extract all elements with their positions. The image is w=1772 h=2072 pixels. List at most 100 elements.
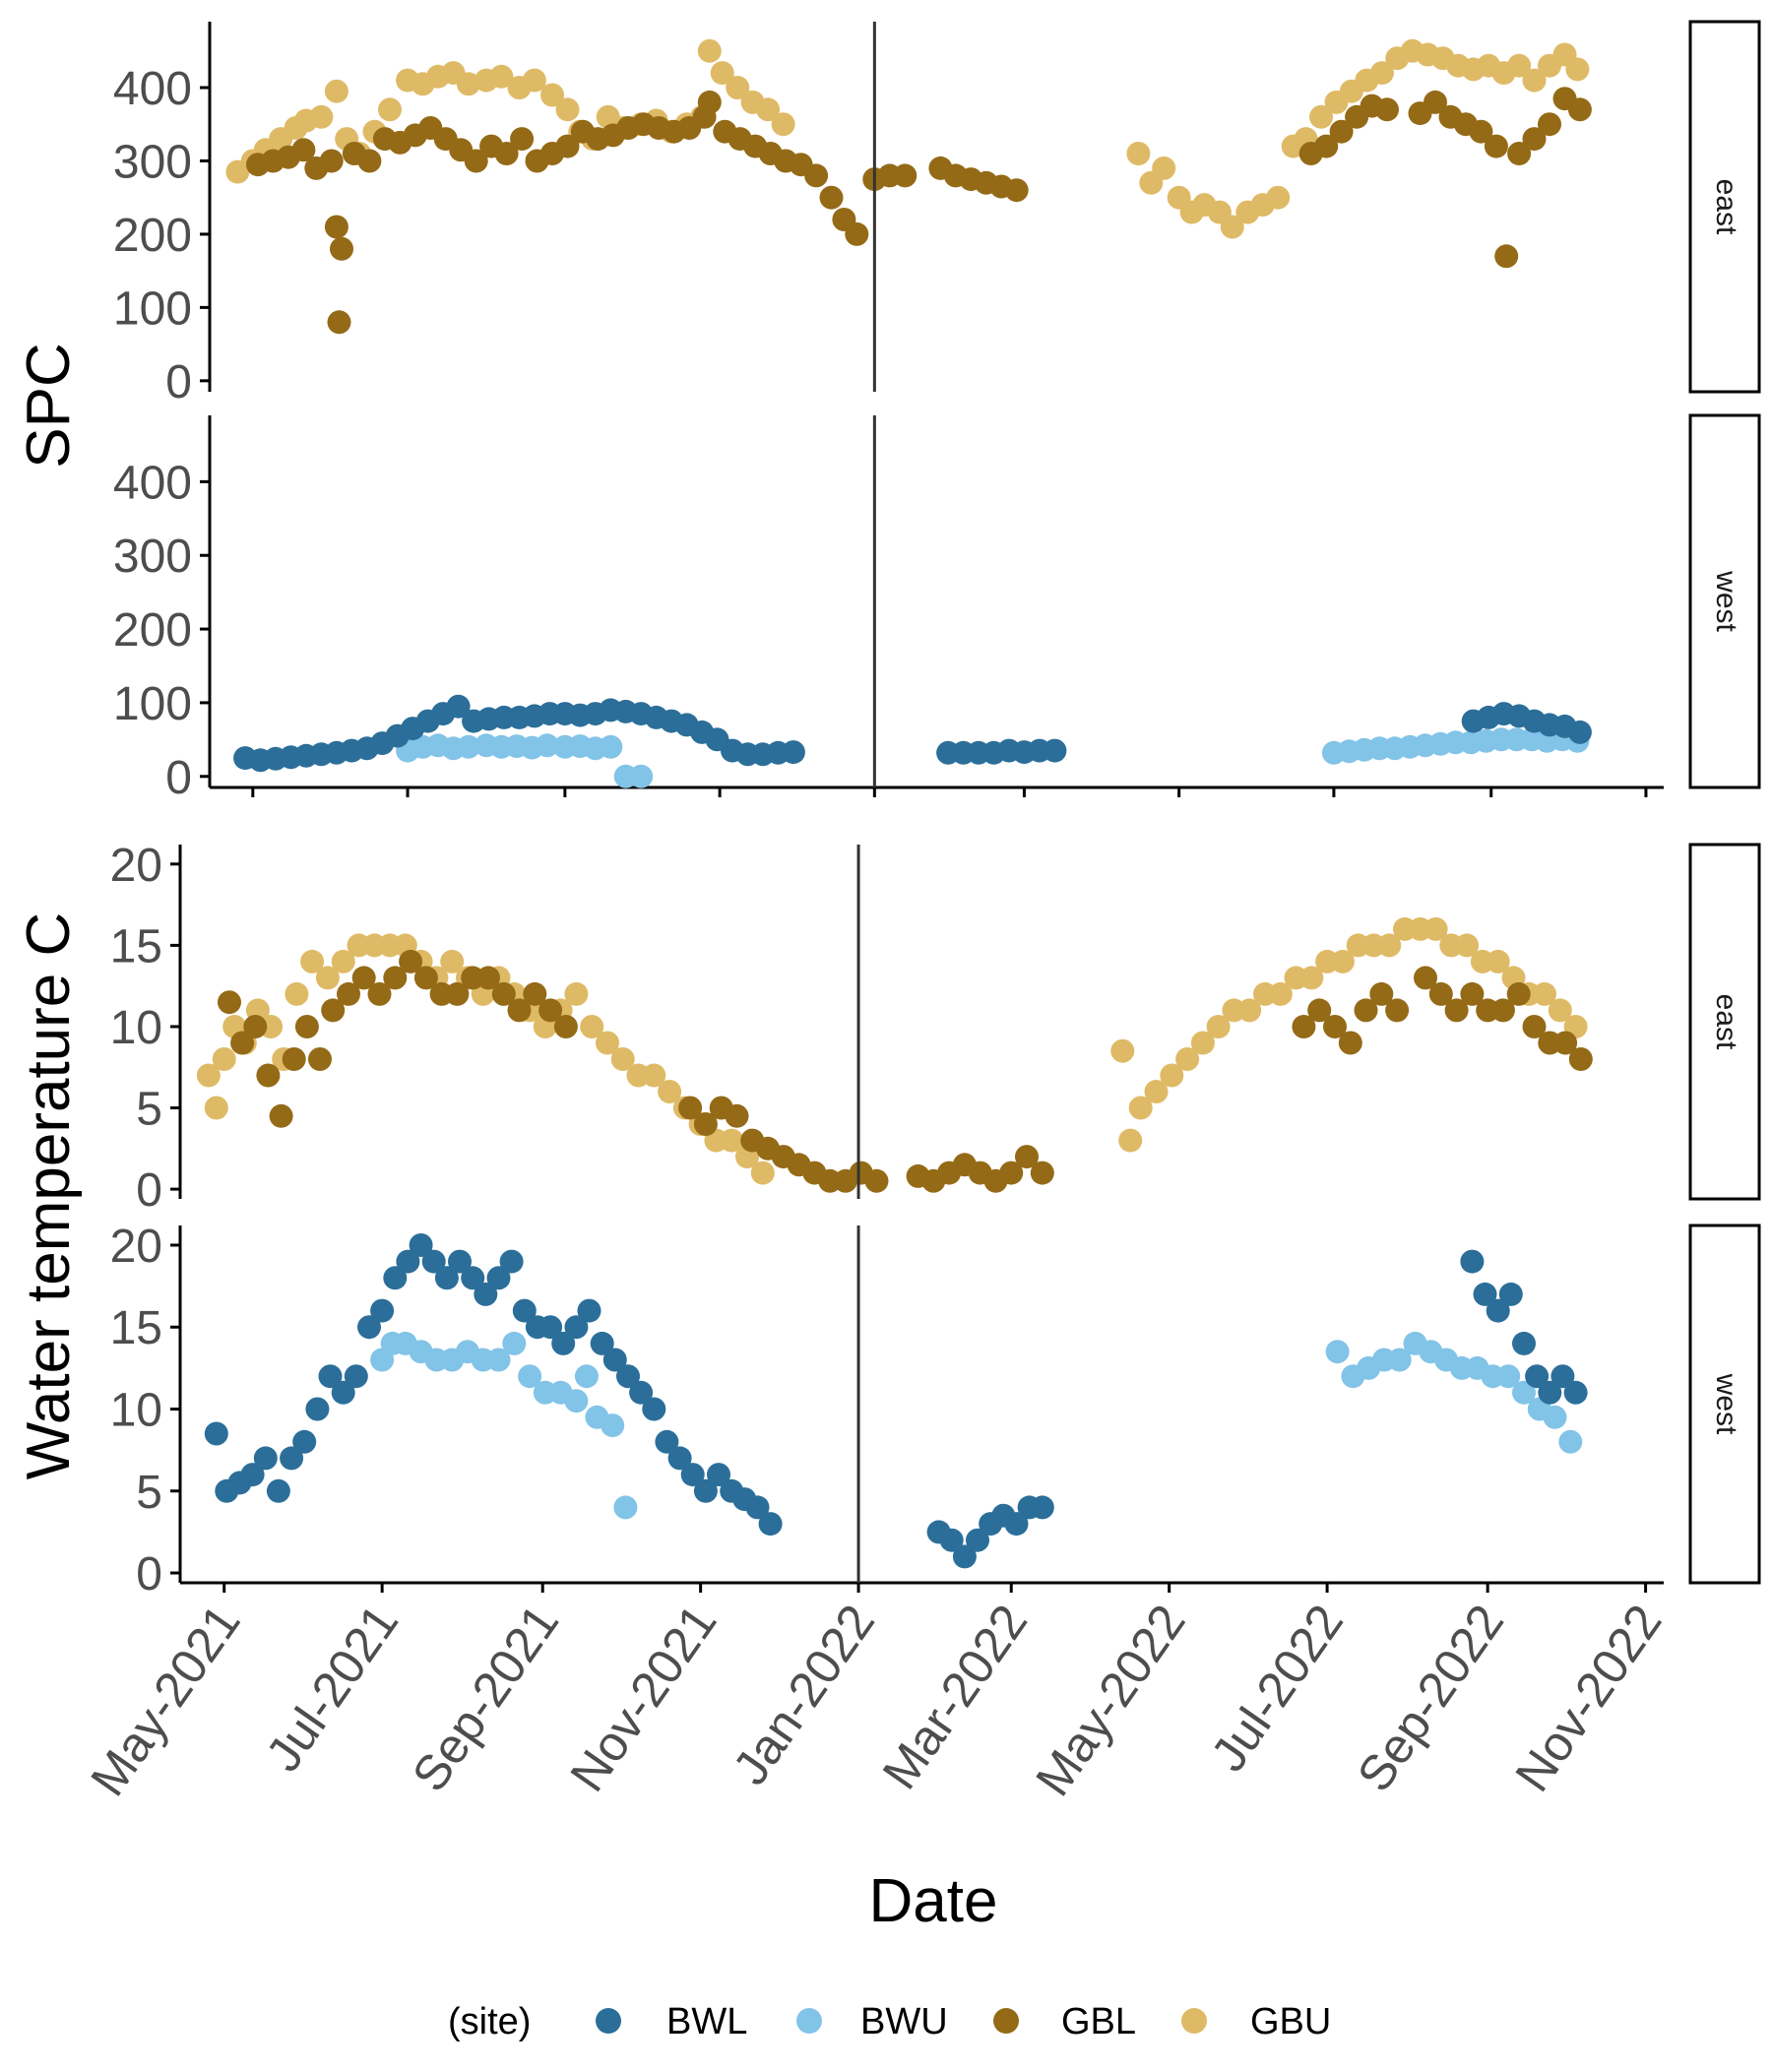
point-bwu (629, 764, 654, 788)
point-gbl (1484, 134, 1508, 158)
point-gbu (1160, 1063, 1184, 1088)
point-bwl (344, 1364, 368, 1389)
series-gbl (246, 87, 1592, 335)
point-bwl (1567, 720, 1592, 744)
point-gbl (1460, 981, 1485, 1006)
point-gbl (413, 966, 438, 990)
point-bwl (1538, 1380, 1562, 1405)
temperature-y-axis-title: Water temperature C (15, 912, 83, 1480)
point-bwu (502, 1331, 527, 1355)
point-gbu (196, 1063, 221, 1088)
point-gbl (476, 966, 500, 990)
point-bwu (1496, 1364, 1521, 1389)
point-bwu (1387, 1348, 1412, 1372)
point-bwl (966, 1528, 989, 1552)
y-tick-label: 0 (136, 1548, 162, 1601)
y-tick-label: 15 (110, 1302, 162, 1354)
point-bwl (1486, 1298, 1510, 1323)
y-tick-label: 10 (110, 1384, 162, 1436)
point-gbl (1568, 1047, 1593, 1071)
spc-y-axis-title: SPC (15, 343, 83, 468)
point-bwl (952, 1544, 977, 1569)
point-bwu (1543, 1405, 1567, 1429)
x-tick-label: Mar-2022 (872, 1595, 1039, 1798)
point-bwl (745, 1495, 770, 1520)
point-bwl (421, 1249, 446, 1274)
point-gbl (1385, 998, 1410, 1023)
point-bwl (642, 1397, 666, 1421)
point-gbu (1128, 1096, 1153, 1120)
point-gbl (218, 990, 241, 1015)
point-bwl (331, 1380, 355, 1405)
point-bwl (1043, 738, 1067, 763)
point-bwl (409, 1233, 433, 1257)
point-gbu (315, 966, 340, 990)
point-bwu (535, 733, 559, 758)
point-gbl (1553, 1031, 1578, 1055)
point-gbl (1307, 998, 1332, 1023)
point-gbl (553, 1015, 578, 1038)
point-bwu (1558, 1429, 1583, 1454)
point-bwl (461, 1266, 485, 1290)
y-tick-label: 5 (136, 1084, 162, 1136)
y-tick-label: 300 (113, 531, 192, 583)
legend-key-gbl (993, 2008, 1019, 2034)
point-gbl (1424, 90, 1447, 114)
legend-label-bwu: BWU (860, 2001, 948, 2042)
point-gbu (309, 104, 334, 129)
point-gbl (357, 149, 382, 173)
y-tick-label: 5 (136, 1467, 162, 1519)
point-bwl (240, 1463, 265, 1487)
point-gbu (1110, 1038, 1135, 1063)
point-gbl (1490, 998, 1515, 1023)
point-gbl (324, 215, 348, 239)
point-gbu (750, 1161, 775, 1185)
point-bwl (512, 1298, 537, 1323)
point-gbu (1548, 998, 1572, 1023)
point-gbl (1015, 1145, 1039, 1169)
point-gbl (1323, 1015, 1347, 1038)
legend-key-gbu (1181, 2008, 1207, 2034)
point-gbu (1565, 57, 1590, 82)
point-gbu (596, 1031, 619, 1055)
point-bwu (564, 1389, 589, 1413)
point-bwu (599, 734, 623, 759)
point-gbl (327, 310, 351, 335)
point-bwl (253, 1446, 278, 1471)
point-gbl (1030, 1161, 1054, 1185)
point-bwl (551, 1331, 576, 1355)
point-bwl (680, 1463, 705, 1487)
point-bwl (655, 1429, 679, 1454)
water-temperature-panel-west: 0 5 10 15 20 May-2021 Jul-2021Sep-2021Nov-2021… (80, 1221, 1761, 1805)
point-gbl (1469, 119, 1493, 144)
x-tick-label: Jan-2022 (723, 1595, 885, 1794)
point-gbu (212, 1047, 236, 1071)
point-gbu (331, 949, 355, 973)
y-tick-label: 15 (110, 920, 162, 973)
point-gbl (1338, 1031, 1362, 1055)
point-gbu (1486, 949, 1510, 973)
legend-item-gbl: GBL (993, 2001, 1136, 2042)
point-gbu (1330, 949, 1355, 973)
point-gbl (1428, 981, 1453, 1006)
point-bwu (601, 1413, 625, 1438)
point-gbu (522, 68, 546, 93)
point-bwl (1563, 1380, 1588, 1405)
point-bwl (939, 1528, 964, 1552)
point-gbl (464, 149, 488, 173)
point-gbl (445, 981, 470, 1006)
point-gbu (1206, 1015, 1231, 1038)
point-gbl (893, 163, 918, 188)
point-bwl (499, 1249, 524, 1274)
point-gbl (1292, 1015, 1316, 1038)
date-x-axis-title: Date (869, 1867, 998, 1935)
point-gbl (1567, 97, 1592, 122)
point-gbl (864, 1168, 889, 1193)
point-bwl (1473, 1282, 1497, 1306)
point-bwl (396, 1249, 420, 1274)
point-gbl (999, 1161, 1024, 1185)
point-bwl (1498, 1282, 1523, 1306)
point-gbl (321, 998, 346, 1023)
x-tick-label: May-2021 (80, 1595, 250, 1805)
point-gbl (1507, 142, 1532, 165)
